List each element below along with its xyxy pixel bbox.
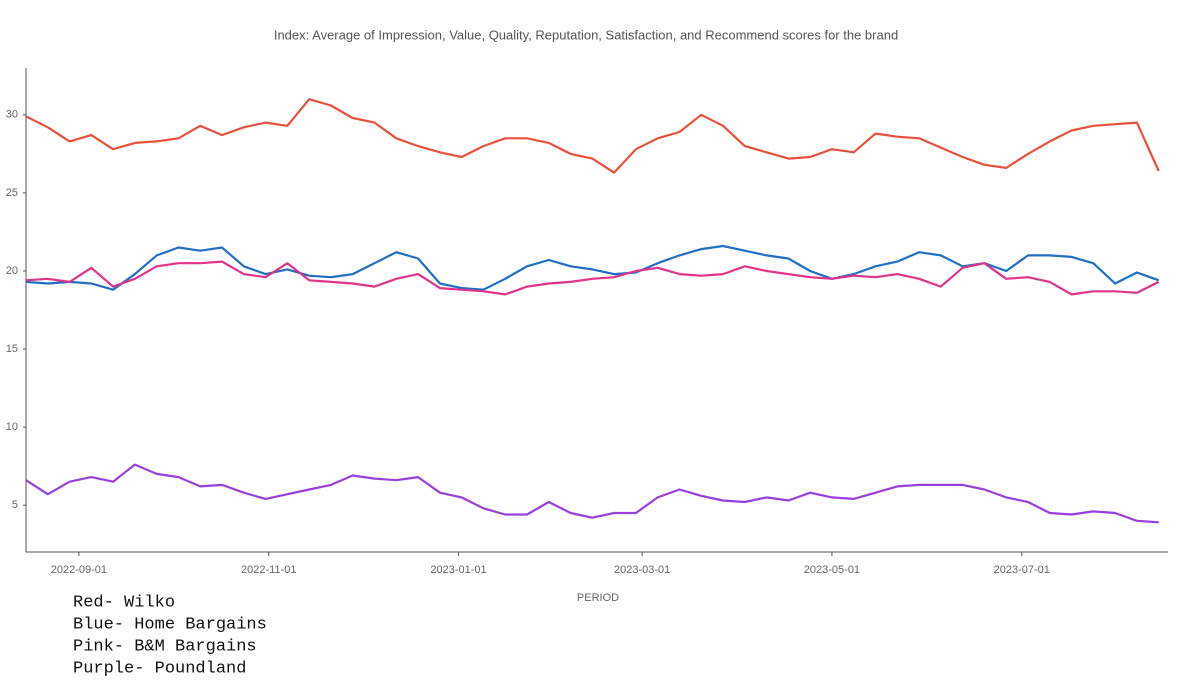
x-tick-label: 2022-09-01: [51, 564, 107, 576]
y-tick-label: 30: [6, 109, 18, 121]
line-series: [25, 260, 1160, 296]
chart-title: Index: Average of Impression, Value, Qua…: [274, 27, 898, 42]
legend-entry: Pink- B&M Bargains: [73, 637, 257, 656]
line-series: [25, 463, 1159, 524]
legend-entry: Blue- Home Bargains: [73, 615, 267, 634]
x-tick-label: 2023-03-01: [614, 564, 670, 576]
x-tick-label: 2023-07-01: [994, 564, 1050, 576]
y-tick-label: 10: [6, 421, 18, 433]
y-tick-label: 5: [12, 499, 18, 511]
line-series: [25, 98, 1160, 174]
y-tick-label: 20: [6, 265, 18, 277]
x-tick-label: 2023-05-01: [804, 564, 860, 576]
line-series: [25, 244, 1160, 291]
y-tick-label: 25: [6, 187, 18, 199]
legend-entry: Purple- Poundland: [73, 659, 246, 678]
y-tick-label: 15: [6, 343, 18, 355]
legend-entry: Red- Wilko: [73, 593, 175, 612]
x-axis-label: PERIOD: [577, 592, 619, 604]
x-tick-label: 2023-01-01: [430, 564, 486, 576]
x-tick-label: 2022-11-01: [241, 564, 296, 576]
